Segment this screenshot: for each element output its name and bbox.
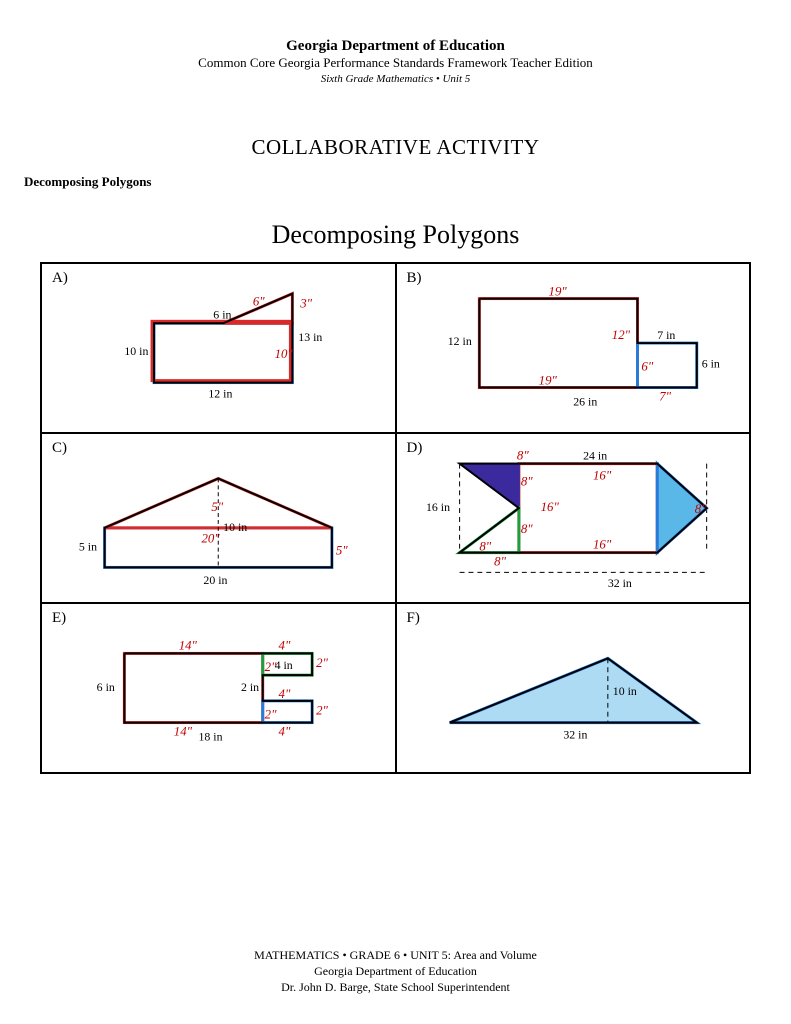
- label-d-bottom: 32 in: [607, 576, 631, 590]
- page-header: Georgia Department of Education Common C…: [0, 0, 791, 85]
- hand-e-14b: 14": [174, 724, 193, 738]
- label-b-rightR: 6 in: [701, 357, 719, 371]
- label-b-topR: 7 in: [657, 328, 675, 342]
- hand-e-2d: 2": [265, 708, 277, 722]
- worksheet-title: Decomposing Polygons: [0, 220, 791, 250]
- hand-a-3: 3": [299, 296, 312, 310]
- hand-d-16c: 16": [593, 538, 612, 552]
- hand-d-8e: 8": [494, 554, 506, 568]
- cell-b: B) 12 in 7 in 6 in 26 in 19" 12" 6" 19" …: [396, 263, 751, 433]
- hand-c-20: 20": [201, 532, 220, 546]
- hand-b-bot2: 7": [659, 389, 671, 403]
- hand-d-8a: 8": [516, 449, 528, 463]
- hand-d-8d: 8": [479, 540, 491, 554]
- label-a-right: 13 in: [298, 330, 322, 344]
- cell-d: D) 24 in 16 in 32 in 8" 8": [396, 433, 751, 603]
- label-e-midR: 4 in: [275, 658, 293, 672]
- figure-c: 5 in 20 in 5" 20" 5" 10 in: [42, 434, 395, 602]
- cell-a: A) 6 in 10 in 13 in 12 in 6" 3" 10": [41, 263, 396, 433]
- hand-e-4a: 4": [279, 638, 291, 652]
- footer-line1: MATHEMATICS • GRADE 6 • UNIT 5: Area and…: [0, 948, 791, 963]
- footer-line2: Georgia Department of Education: [0, 964, 791, 979]
- hand-a-10: 10": [275, 347, 294, 361]
- header-line2: Common Core Georgia Performance Standard…: [0, 55, 791, 71]
- label-a-top: 6 in: [213, 307, 231, 321]
- hand-b-top: 19": [548, 285, 567, 299]
- hand-e-4b: 4": [279, 687, 291, 701]
- label-b-left: 12 in: [447, 334, 471, 348]
- hand-b-v: 6": [641, 360, 653, 374]
- figure-d: 24 in 16 in 32 in 8" 8" 8" 8" 8" 16" 16"…: [397, 434, 750, 602]
- hand-a-6: 6": [253, 295, 265, 309]
- section-label: Decomposing Polygons: [24, 174, 791, 190]
- cell-e: E) 6 in 2 in 4 in 18 in 14" 4" 2" 2" 4" …: [41, 603, 396, 773]
- hand-d-8c: 8": [520, 522, 532, 536]
- label-f-bottom: 32 in: [563, 727, 587, 741]
- figure-a: 6 in 10 in 13 in 12 in 6" 3" 10": [42, 264, 395, 432]
- hand-e-2c: 2": [316, 704, 328, 718]
- hand-d-16b: 16": [593, 468, 612, 482]
- label-c-mid: 10 in: [223, 520, 247, 534]
- cell-c: C) 5 in 20 in 5" 20" 5" 10 in: [41, 433, 396, 603]
- header-line1: Georgia Department of Education: [0, 38, 791, 55]
- label-c-left: 5 in: [79, 540, 97, 554]
- label-e-left: 6 in: [97, 680, 115, 694]
- hand-b-bot1: 19": [538, 374, 557, 388]
- figure-e: 6 in 2 in 4 in 18 in 14" 4" 2" 2" 4" 2" …: [42, 604, 395, 772]
- label-d-left: 16 in: [426, 500, 450, 514]
- footer-line3: Dr. John D. Barge, State School Superint…: [0, 980, 791, 995]
- hand-c-5b: 5": [336, 544, 348, 558]
- label-b-bottom: 26 in: [573, 394, 597, 408]
- label-f-height: 10 in: [612, 684, 636, 698]
- hand-c-5: 5": [211, 500, 223, 514]
- hand-e-4c: 4": [279, 724, 291, 738]
- figure-b: 12 in 7 in 6 in 26 in 19" 12" 6" 19" 7": [397, 264, 750, 432]
- header-line3: Sixth Grade Mathematics • Unit 5: [0, 73, 791, 85]
- hand-b-mid: 12": [611, 328, 630, 342]
- label-a-left: 10 in: [124, 344, 148, 358]
- hand-d-8f: 8": [694, 502, 706, 516]
- label-e-mid: 2 in: [241, 680, 259, 694]
- cell-f: F) 10 in 32 in: [396, 603, 751, 773]
- worksheet-grid: A) 6 in 10 in 13 in 12 in 6" 3" 10" B: [40, 262, 751, 774]
- label-d-top: 24 in: [583, 449, 607, 463]
- activity-title: COLLABORATIVE ACTIVITY: [0, 135, 791, 160]
- label-e-bottom: 18 in: [198, 729, 222, 743]
- hand-d-16a: 16": [540, 500, 559, 514]
- hand-e-2b: 2": [265, 660, 277, 674]
- label-a-bottom: 12 in: [208, 386, 232, 400]
- figure-f: 10 in 32 in: [397, 604, 750, 772]
- page-footer: MATHEMATICS • GRADE 6 • UNIT 5: Area and…: [0, 947, 791, 996]
- hand-d-8b: 8": [520, 474, 532, 488]
- label-c-bottom: 20 in: [203, 573, 227, 587]
- hand-e-2a: 2": [316, 656, 328, 670]
- hand-e-14t: 14": [179, 638, 198, 652]
